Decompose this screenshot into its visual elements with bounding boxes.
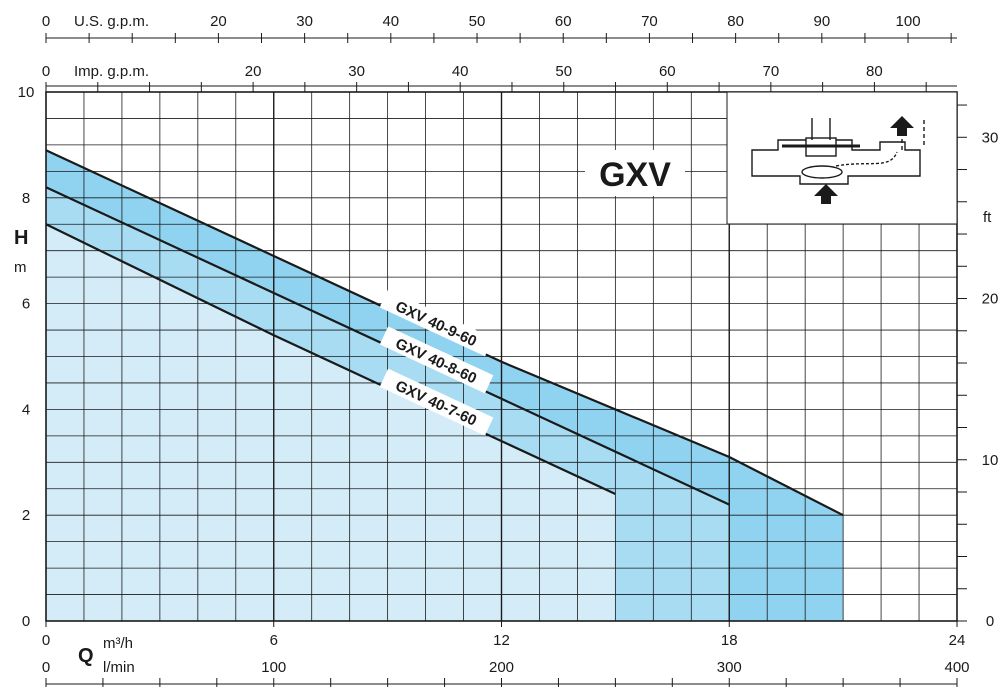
- tick-label-us-gpm: 100: [896, 13, 921, 30]
- tick-label-us-gpm: 90: [813, 13, 830, 30]
- curve-label-backdrop: [379, 289, 494, 357]
- outlet-arrow-icon: [890, 116, 914, 136]
- tick-label-imp-gpm: 20: [245, 63, 262, 80]
- curve-label-backdrop: [379, 326, 494, 394]
- tick-label-ft: 0: [986, 613, 994, 630]
- tick-label-h-m: 2: [22, 507, 30, 524]
- x-axis-unit-m3h: m³/h: [103, 635, 133, 652]
- x-axis-unit-lmin: l/min: [103, 659, 135, 676]
- imp-gpm-axis-label: Imp. g.p.m.: [74, 63, 149, 80]
- curve-gxv-40-9-60: [45, 149, 844, 517]
- tick-label-imp-gpm: 0: [42, 63, 50, 80]
- tick-label-us-gpm: 50: [469, 13, 486, 30]
- tick-label-us-gpm: 20: [210, 13, 227, 30]
- area-gxv-40-7-60: [46, 224, 616, 622]
- inset-box: [726, 91, 958, 225]
- chart-title-backdrop: [585, 150, 685, 196]
- tick-label-h-m: 4: [22, 401, 30, 418]
- tick-label-imp-gpm: 70: [763, 63, 780, 80]
- tick-label-ft: 10: [982, 452, 999, 469]
- operating-area-fills: [46, 150, 844, 622]
- tick-label-m3h: 12: [493, 632, 510, 649]
- us-gpm-axis-label: U.S. g.p.m.: [74, 13, 149, 30]
- tick-label-h-m: 0: [22, 613, 30, 630]
- tick-label-imp-gpm: 40: [452, 63, 469, 80]
- tick-label-ft: 30: [982, 129, 999, 146]
- tick-label-us-gpm: 40: [382, 13, 399, 30]
- tick-label-imp-gpm: 80: [866, 63, 883, 80]
- y-right-axis-unit: ft: [983, 209, 992, 226]
- chart-title: GXV: [599, 156, 671, 194]
- inlet-arrow-icon: [814, 184, 838, 204]
- tick-label-lmin: 200: [489, 659, 514, 676]
- tick-label-h-m: 10: [18, 84, 35, 101]
- tick-label-h-m: 6: [22, 296, 30, 313]
- tick-label-m3h: 6: [270, 632, 278, 649]
- tick-label-us-gpm: 60: [555, 13, 572, 30]
- tick-label-m3h: 24: [949, 632, 966, 649]
- tick-label-lmin: 300: [717, 659, 742, 676]
- y-axis-unit: m: [14, 259, 27, 276]
- tick-label-m3h: 0: [42, 632, 50, 649]
- y-axis-symbol: H: [14, 227, 28, 249]
- curve-label-backdrop: [379, 368, 494, 436]
- tick-label-m3h: 18: [721, 632, 738, 649]
- pump-schematic-icon: [751, 118, 925, 185]
- tick-label-imp-gpm: 60: [659, 63, 676, 80]
- tick-label-lmin: 100: [261, 659, 286, 676]
- x-axis-symbol: Q: [78, 645, 94, 667]
- tick-label-h-m: 8: [22, 190, 30, 207]
- tick-label-lmin: 0: [42, 659, 50, 676]
- tick-label-us-gpm: 30: [296, 13, 313, 30]
- tick-label-imp-gpm: 30: [348, 63, 365, 80]
- tick-label-imp-gpm: 50: [555, 63, 572, 80]
- pump-diagram-inset: [726, 91, 958, 225]
- tick-label-us-gpm: 0: [42, 13, 50, 30]
- tick-label-us-gpm: 70: [641, 13, 658, 30]
- tick-label-us-gpm: 80: [727, 13, 744, 30]
- tick-label-ft: 20: [982, 291, 999, 308]
- tick-label-lmin: 400: [944, 659, 969, 676]
